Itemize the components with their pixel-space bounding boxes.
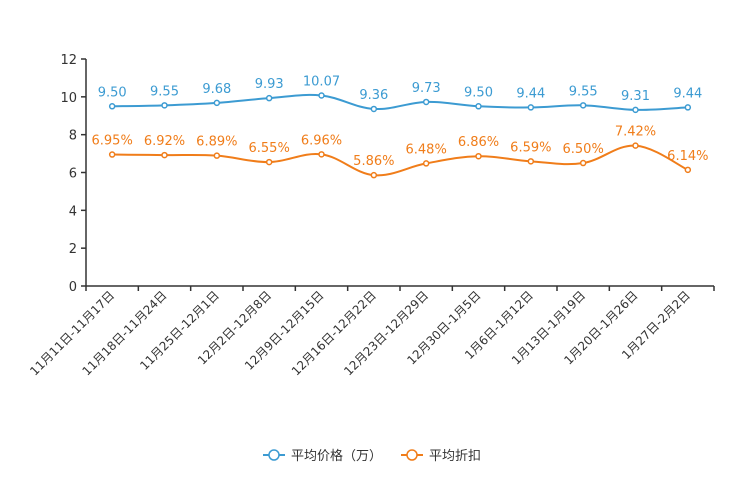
- y-tick-label: 12: [60, 53, 77, 68]
- y-axis: 0 2 4 6 8 10 12: [60, 53, 87, 295]
- data-label: 9.68: [202, 82, 231, 97]
- legend-marker: [268, 449, 280, 461]
- data-point: [108, 103, 116, 110]
- series-2: 6.95% 6.92% 6.89% 6.55% 6.96% 5.86% 6.48% 6.86%…: [92, 125, 708, 179]
- data-label: 9.93: [255, 77, 284, 92]
- data-label: 6.92%: [144, 134, 185, 149]
- series-1: 9.50 9.55 9.68 9.93 10.07 9.36 9.73 9.50 9.44 9.5…: [98, 75, 702, 114]
- data-label: 6.50%: [563, 142, 604, 157]
- data-point: [161, 151, 168, 159]
- data-label: 9.44: [516, 86, 545, 101]
- y-tick-label: 0: [69, 280, 77, 295]
- x-axis: 11月11日-11月17日11月18日-11月24日11月25日-12月1日12…: [27, 285, 715, 378]
- data-label: 7.42%: [615, 125, 656, 140]
- y-tick-label: 10: [60, 91, 77, 106]
- data-point: [684, 104, 692, 111]
- data-label: 6.86%: [458, 135, 499, 150]
- data-label: 9.55: [569, 84, 598, 99]
- data-label: 5.86%: [353, 154, 394, 169]
- x-tick-label: 11月11日-11月17日: [27, 288, 117, 378]
- series-layer: 9.50 9.55 9.68 9.93 10.07 9.36 9.73 9.50 9.44 9.5…: [92, 75, 708, 179]
- y-tick-label: 6: [69, 167, 77, 182]
- data-point: [370, 105, 378, 113]
- y-tick-label: 2: [69, 242, 77, 257]
- data-point: [265, 94, 273, 102]
- series-line: [112, 144, 689, 177]
- legend: 平均价格（万） 平均折扣: [263, 448, 481, 464]
- data-label: 6.96%: [301, 133, 342, 148]
- data-label: 6.48%: [406, 142, 447, 157]
- data-point: [684, 166, 692, 174]
- data-point: [213, 152, 221, 159]
- data-point: [318, 92, 325, 99]
- data-label: 6.89%: [196, 135, 237, 150]
- data-point: [265, 158, 273, 166]
- data-point: [579, 102, 587, 109]
- data-point: [475, 152, 482, 160]
- data-label: 9.44: [673, 86, 702, 101]
- data-label: 10.07: [303, 75, 340, 90]
- data-point: [161, 102, 168, 109]
- data-label: 9.55: [150, 84, 179, 99]
- data-point: [370, 171, 378, 179]
- data-label: 6.55%: [249, 141, 290, 156]
- data-point: [318, 151, 325, 158]
- data-label: 9.31: [621, 89, 650, 104]
- data-point: [632, 142, 639, 149]
- data-point: [527, 158, 535, 165]
- data-label: 9.36: [359, 88, 388, 103]
- data-point: [422, 160, 430, 167]
- data-label: 6.95%: [92, 134, 133, 149]
- y-tick-label: 4: [69, 204, 77, 219]
- data-label: 6.14%: [667, 149, 708, 164]
- legend-marker: [406, 449, 418, 461]
- data-point: [632, 106, 639, 114]
- y-tick-label: 8: [69, 129, 77, 144]
- data-point: [422, 98, 430, 106]
- data-point: [108, 151, 116, 158]
- data-point: [527, 104, 535, 111]
- data-label: 6.59%: [510, 140, 551, 155]
- legend-item-1: 平均价格（万）: [263, 448, 382, 464]
- data-point: [213, 99, 221, 107]
- data-point: [475, 103, 482, 110]
- legend-label: 平均折扣: [429, 449, 481, 464]
- series-line: [112, 93, 688, 111]
- data-label: 9.50: [98, 85, 127, 100]
- legend-label: 平均价格（万）: [291, 448, 382, 464]
- data-label: 9.73: [412, 81, 441, 96]
- legend-item-2: 平均折扣: [401, 449, 481, 464]
- data-point: [579, 159, 587, 167]
- data-label: 9.50: [464, 85, 493, 100]
